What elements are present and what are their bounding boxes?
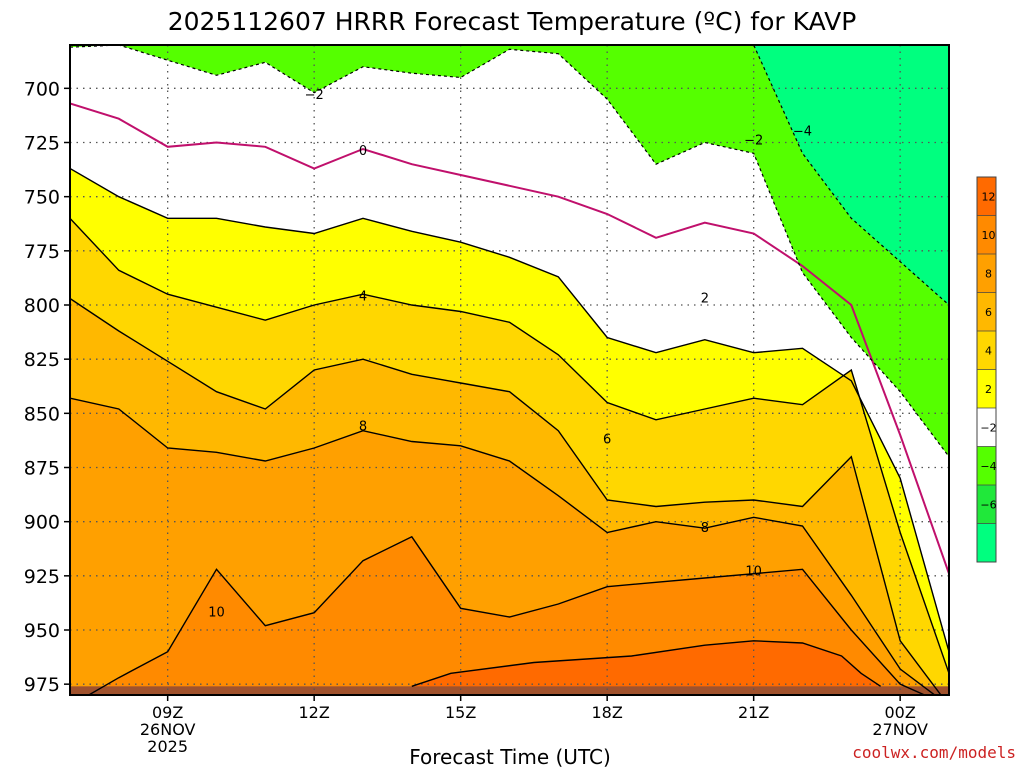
contour-label: 0 [359,144,367,159]
y-tick-label: 775 [24,241,60,263]
y-tick-label: 875 [24,458,60,480]
colorbar-label: 8 [985,267,992,280]
x-tick-label: 09Z [152,703,183,722]
isotherm-line [87,535,927,695]
contour-label: −2 [305,88,324,103]
x-tick-label: 18Z [592,703,623,722]
credit-text: coolwx.com/models [852,743,1016,762]
x-axis-label: Forecast Time (UTC) [409,745,611,768]
colorbar-label: 12 [982,190,996,203]
colorbar-segment [977,254,996,293]
chart-title: 2025112607 HRRR Forecast Temperature (ºC… [168,7,857,36]
y-tick-label: 950 [24,620,60,642]
contour-label: −2 [744,133,763,148]
colorbar-segment [977,177,996,216]
contour-label: 10 [208,606,225,621]
isotherm-lines [70,45,949,695]
y-tick-label: 700 [24,78,60,100]
contour-label: −4 [793,125,812,140]
colorbar-label: 10 [982,229,996,242]
y-tick-label: 850 [24,403,60,425]
y-tick-label: 975 [24,674,60,696]
y-tick-label: 900 [24,512,60,534]
colorbar-segment [977,369,996,408]
contour-labels: −2 0 4 8 10 2 6 8 10 −2 −4 [208,88,812,621]
y-tick-label: 725 [24,133,60,155]
x-tick-label: 21Z [738,703,769,722]
isotherm-line [411,640,881,687]
contour-label: 8 [701,521,709,536]
x-tick-label: 12Z [299,703,330,722]
x-tick-date: 27NOV [872,720,928,739]
isotherm-line [70,217,949,674]
colorbar-segment [977,485,996,524]
colorbar-label: −6 [980,498,996,511]
x-tick-label: 15Z [445,703,476,722]
colorbar-label: 6 [985,306,992,319]
colorbar-segment [977,408,996,447]
isotherm-line [70,297,942,695]
colorbar-segment [977,331,996,370]
colorbar-segment [977,446,996,485]
x-tick-date: 26NOV [140,720,196,739]
contour-label: 10 [745,565,762,580]
isotherm-line [70,167,949,652]
colorbar-segment [977,215,996,254]
band-above-12 [411,640,881,695]
y-tick-label: 800 [24,295,60,317]
colorbar-label: −4 [980,460,996,473]
colorbar-segment [977,523,996,562]
y-tick-label: 925 [24,566,60,588]
x-tick-label: 00Z [885,703,916,722]
ground-strip [70,686,949,695]
colorbar-label: 2 [985,383,992,396]
contour-label: 4 [359,289,367,304]
contour-label: 8 [359,419,367,434]
isotherm-line [70,397,936,695]
contour-label: 2 [701,292,709,307]
isotherm-line [70,102,949,575]
plot-frame [69,44,950,696]
contour-label: 6 [603,432,611,447]
y-tick-label: 825 [24,349,60,371]
isotherm-line [70,45,949,458]
y-tick-label: 750 [24,187,60,209]
colorbar-legend: 12 10 8 6 4 2 −2 −4 −6 [976,176,997,563]
colorbar-segment [977,292,996,331]
colorbar-label: 4 [985,344,992,357]
y-axis: 700 725 750 775 800 825 850 875 900 925 950 975 [24,78,70,696]
colorbar-label: −2 [980,421,996,434]
x-tick-year: 2025 [147,737,188,756]
